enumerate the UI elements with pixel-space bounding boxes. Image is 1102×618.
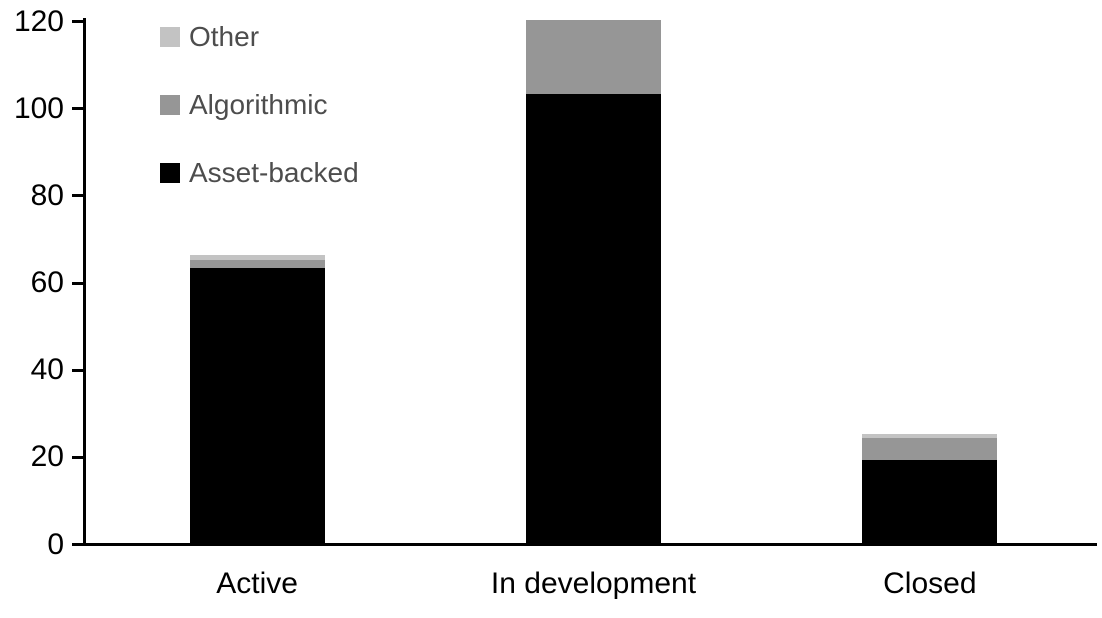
y-tick-label: 0 [47,527,64,561]
y-tick-label: 40 [30,353,64,387]
y-tick-label: 120 [13,4,64,38]
legend-label: Other [189,21,260,52]
legend-item-algorithmic: Algorithmic [160,89,328,120]
bar-segment-asset-backed-in-development [526,94,661,543]
x-axis-label-closed: Closed [883,567,977,600]
bar-segment-asset-backed-closed [862,460,998,543]
bar-segment-algorithmic-closed [862,438,998,461]
legend-swatch-icon [160,27,180,47]
y-tick-mark [72,368,84,372]
y-tick-mark [72,455,84,459]
y-tick-label: 100 [13,91,64,125]
legend-swatch-icon [160,163,180,183]
legend-item-asset-backed: Asset-backed [160,157,359,188]
legend-item-other: Other [160,21,260,52]
y-tick-mark [72,107,84,111]
bar-segment-algorithmic-active [189,259,325,269]
legend-label: Asset-backed [189,157,359,188]
y-tick-label: 60 [30,266,64,299]
bar-segment-other-closed [862,434,998,439]
y-tick-label: 80 [30,178,64,212]
bar-segment-algorithmic-in-development [526,20,661,95]
y-tick-label: 20 [30,440,64,474]
bar-segment-other-active [189,255,325,260]
x-axis-label-in-development: In development [490,567,697,600]
y-tick-mark [72,194,84,198]
y-tick-mark [72,543,84,546]
y-tick-mark [72,281,84,285]
bar-segment-asset-backed-active [189,268,325,543]
legend-label: Algorithmic [189,89,328,120]
x-axis-line [83,543,1097,546]
x-axis-label-active: Active [216,567,298,600]
legend-swatch-icon [160,95,180,115]
y-axis-line [83,18,86,546]
y-tick-mark [72,20,84,23]
